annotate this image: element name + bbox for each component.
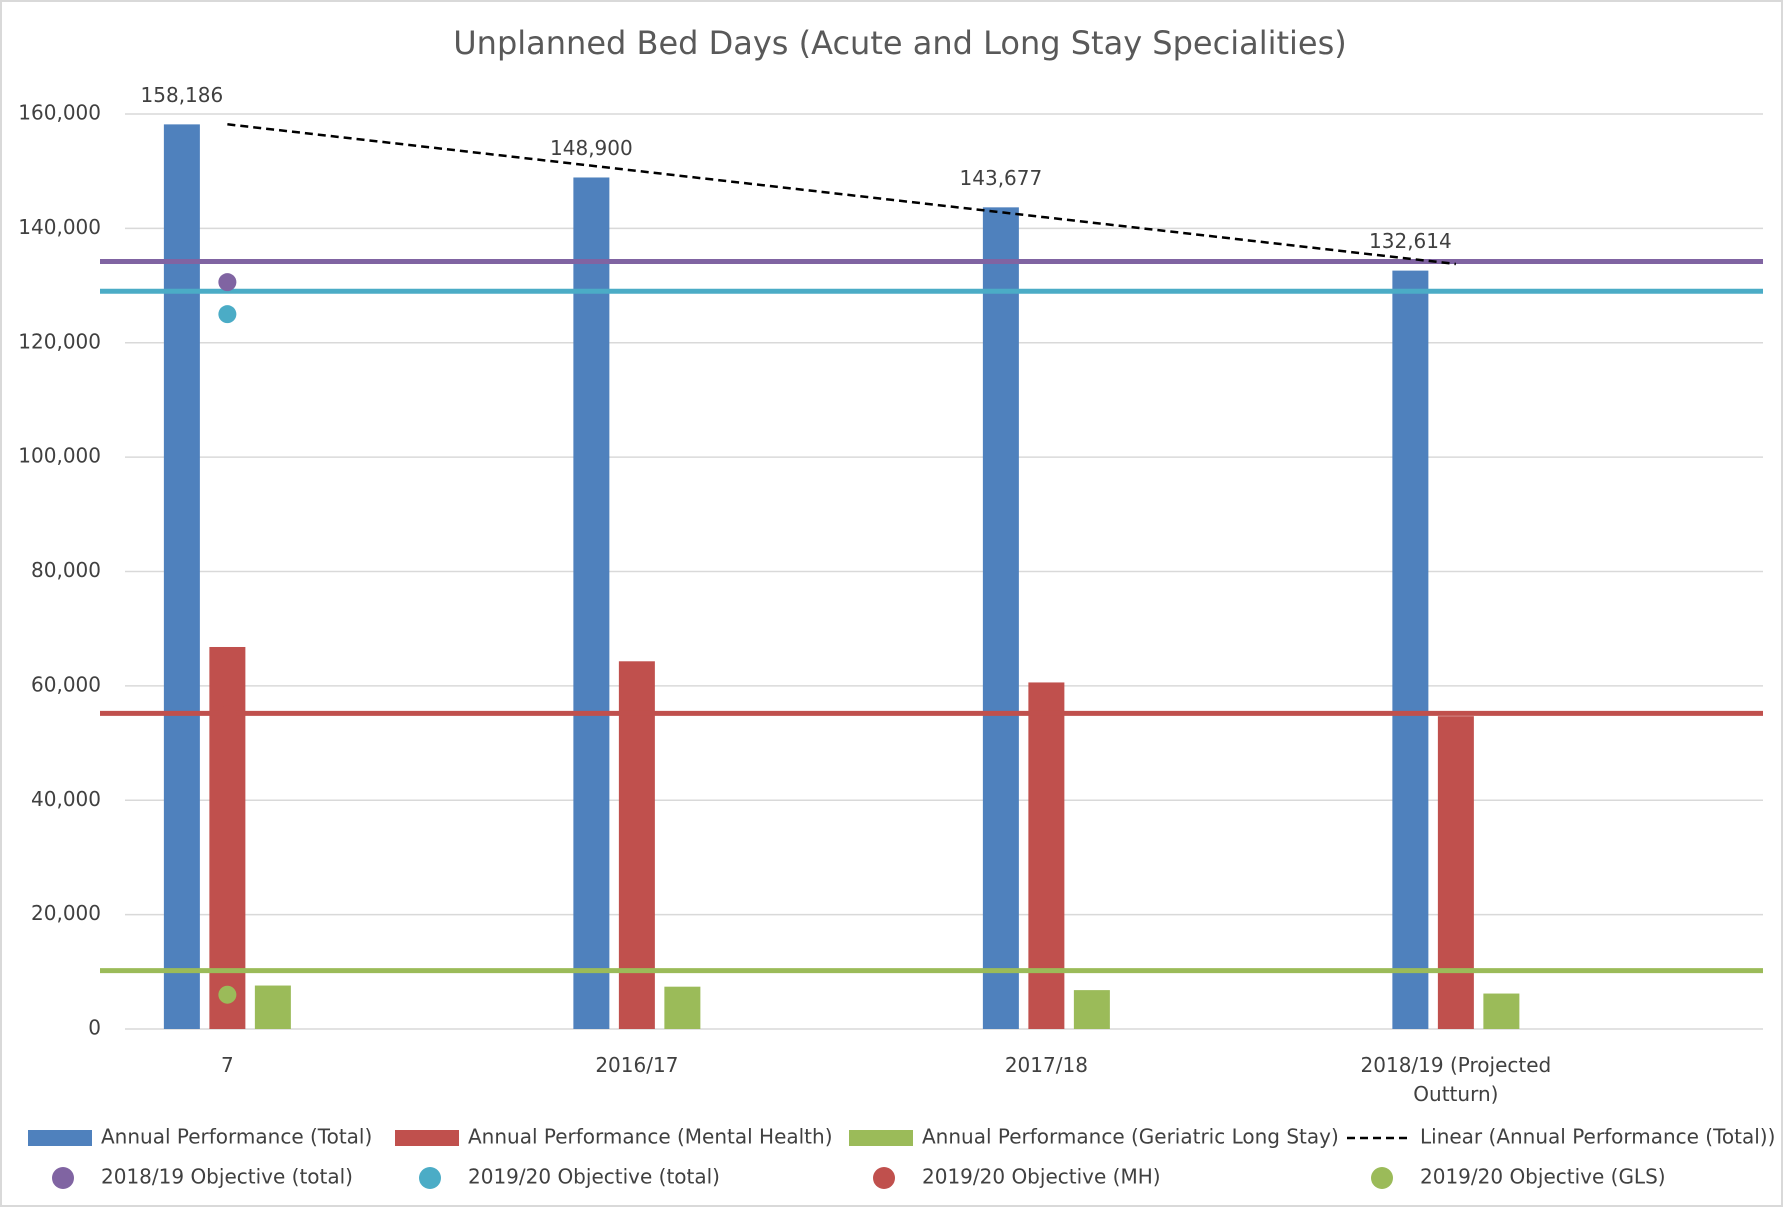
legend-label: Annual Performance (Geriatric Long Stay) xyxy=(922,1125,1339,1149)
legend-swatch xyxy=(873,1167,895,1189)
legend-label: 2019/20 Objective (GLS) xyxy=(1420,1165,1666,1189)
legend-swatch xyxy=(849,1130,913,1146)
y-tick-label: 120,000 xyxy=(18,329,101,353)
objective-dot xyxy=(218,305,237,324)
data-label: 148,900 xyxy=(550,136,633,160)
bar xyxy=(573,177,610,1029)
x-tick-label: 2017/18 xyxy=(1004,1053,1088,1077)
objective-dot xyxy=(218,985,237,1004)
legend-swatch xyxy=(1371,1167,1393,1189)
y-tick-label: 0 xyxy=(88,1016,101,1040)
data-label: 143,677 xyxy=(960,166,1043,190)
bar xyxy=(163,124,200,1030)
x-tick-label: 2018/19 (Projected Outturn) xyxy=(1360,1053,1552,1106)
y-tick-label: 20,000 xyxy=(31,901,101,925)
objective-dot xyxy=(218,273,237,292)
y-tick-label: 140,000 xyxy=(18,215,101,239)
chart-title: Unplanned Bed Days (Acute and Long Stay … xyxy=(453,24,1347,62)
objective-dot xyxy=(218,705,237,724)
bar xyxy=(1073,990,1110,1029)
bar xyxy=(982,207,1019,1029)
bar xyxy=(664,986,701,1029)
legend-swatch xyxy=(52,1167,74,1189)
trend-line xyxy=(227,123,1457,266)
legend-swatch xyxy=(395,1130,459,1146)
y-tick-label: 80,000 xyxy=(31,558,101,582)
x-tick-label: 7 xyxy=(221,1053,234,1077)
legend-swatch xyxy=(419,1167,441,1189)
legend-label: Annual Performance (Total) xyxy=(101,1125,372,1149)
legend-swatch xyxy=(28,1130,92,1146)
y-tick-label: 40,000 xyxy=(31,787,101,811)
data-label: 158,186 xyxy=(141,83,224,107)
legend-label: 2018/19 Objective (total) xyxy=(101,1165,353,1189)
bar xyxy=(1437,716,1474,1029)
bar xyxy=(1483,993,1520,1029)
legend-label: Annual Performance (Mental Health) xyxy=(468,1125,833,1149)
bar xyxy=(1028,682,1065,1029)
legend-label: Linear (Annual Performance (Total)) xyxy=(1420,1125,1775,1149)
bar xyxy=(254,985,291,1029)
x-tick-label: 2016/17 xyxy=(595,1053,679,1077)
bar xyxy=(618,661,655,1029)
legend-label: 2019/20 Objective (MH) xyxy=(922,1165,1161,1189)
y-tick-label: 160,000 xyxy=(18,101,101,125)
y-tick-label: 100,000 xyxy=(18,444,101,468)
bar xyxy=(1392,270,1429,1030)
legend-label: 2019/20 Objective (total) xyxy=(468,1165,720,1189)
y-tick-label: 60,000 xyxy=(31,672,101,696)
data-label: 132,614 xyxy=(1369,229,1452,253)
